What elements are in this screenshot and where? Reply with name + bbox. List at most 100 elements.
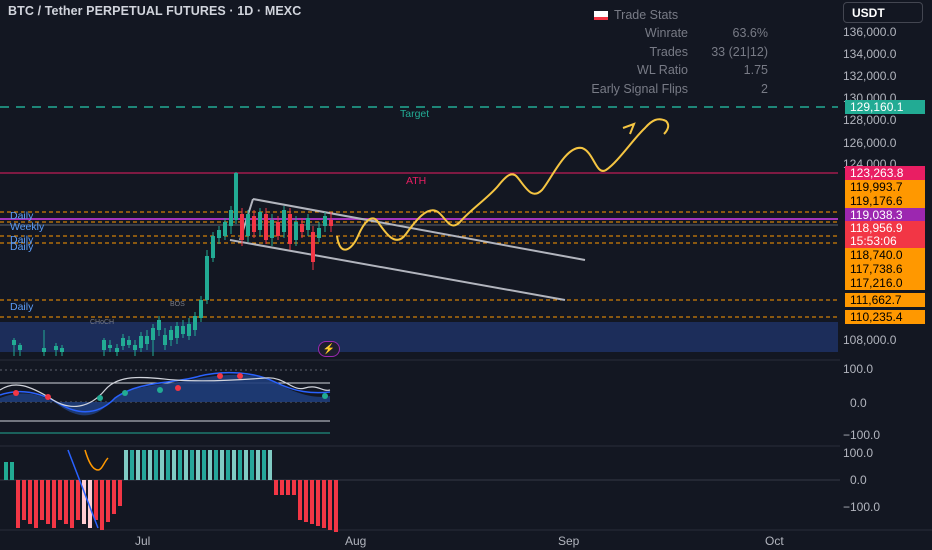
candle-body: [311, 232, 315, 262]
bos-label: BOS: [170, 301, 185, 308]
candle-body: [175, 326, 179, 338]
price-axis-label: 136,000.0: [843, 25, 897, 39]
candle-body: [276, 222, 280, 236]
histogram-bar: [118, 480, 122, 506]
candle-body: [211, 236, 215, 258]
histogram-bar: [214, 450, 218, 480]
candle-body: [329, 220, 333, 226]
daily-level-label: Daily: [10, 210, 34, 222]
projection-path[interactable]: [336, 118, 670, 251]
histogram-bar: [328, 480, 332, 530]
histogram-bar: [130, 450, 134, 480]
histogram-bar: [124, 450, 128, 480]
level-price-tag: 111,662.7: [845, 293, 925, 307]
lightning-icon[interactable]: ⚡: [318, 341, 340, 357]
candle-body: [294, 222, 298, 240]
histogram-bar: [4, 462, 8, 480]
histogram-bar: [136, 450, 140, 480]
price-axis-label: 132,000.0: [843, 69, 897, 83]
stats-value: 63.6%: [732, 26, 768, 41]
momentum-histogram[interactable]: [0, 450, 840, 532]
daily-level-label: Daily: [10, 301, 34, 313]
histogram-bar: [286, 480, 290, 495]
candle-body: [246, 214, 250, 236]
histogram-bar: [88, 480, 92, 528]
histogram-bar: [160, 450, 164, 480]
histogram-bar: [244, 450, 248, 480]
histogram-bar: [298, 480, 302, 520]
histogram-bar: [16, 480, 20, 528]
chart-title: BTC / Tether PERPETUAL FUTURES · 1D · ME…: [8, 4, 302, 18]
candle-body: [270, 220, 274, 238]
candle-body: [60, 348, 64, 352]
candle-body: [169, 330, 173, 340]
histogram-bar: [310, 480, 314, 524]
histogram-trend-line: [67, 449, 99, 529]
stats-label: Winrate: [644, 26, 688, 41]
currency-button[interactable]: USDT: [843, 2, 923, 23]
candle-body: [282, 210, 286, 232]
target-price-tag: 129,160.1: [845, 100, 925, 114]
oscillator-pane[interactable]: [0, 369, 331, 434]
stats-label: Early Signal Flips: [591, 81, 688, 96]
candle-body: [199, 300, 203, 318]
level-price-tag: 119,993.7: [845, 180, 925, 194]
trade-stats-header: Trade Stats: [578, 6, 788, 24]
histogram-bar: [64, 480, 68, 524]
trade-stats-title: Trade Stats: [614, 8, 679, 22]
histogram-bar: [226, 450, 230, 480]
histogram-bar: [142, 450, 146, 480]
candle-body: [18, 345, 22, 350]
histogram-bar: [178, 450, 182, 480]
histogram-bar: [46, 480, 50, 524]
candle-body: [181, 326, 185, 334]
candle-body: [54, 346, 58, 350]
ath-label: ATH: [406, 175, 427, 187]
candle-body: [252, 216, 256, 232]
histogram-signal-line: [84, 449, 109, 471]
level-price-tag: 117,738.6: [845, 262, 925, 276]
candle-body: [223, 222, 227, 236]
candle-body: [317, 228, 321, 238]
oscillator-axis-label: −100.0: [843, 428, 881, 442]
level-price-tag: 118,740.0: [845, 248, 925, 262]
candle-body: [102, 340, 106, 350]
histogram-bar: [322, 480, 326, 528]
price-axis-label: 134,000.0: [843, 47, 897, 61]
candle-body: [145, 336, 149, 344]
daily-level-label: Daily: [10, 234, 34, 246]
price-axis-label: 126,000.0: [843, 136, 897, 150]
candle-body: [288, 214, 292, 244]
candle-body: [133, 345, 137, 350]
histogram-bar: [208, 450, 212, 480]
histogram-bar: [274, 480, 278, 495]
histogram-bar: [238, 450, 242, 480]
level-price-tag: 117,216.0: [845, 276, 925, 290]
daily-level-label: Daily: [10, 241, 34, 253]
histogram-bar: [184, 450, 188, 480]
histogram-bar: [154, 450, 158, 480]
level-price-tag: 119,176.6: [845, 194, 925, 208]
histogram-bar: [22, 480, 26, 520]
candle-body: [127, 340, 131, 345]
histogram-bar: [334, 480, 338, 532]
key-levels: [0, 211, 838, 318]
candle-body: [139, 336, 143, 348]
candle-body: [234, 173, 238, 220]
stats-label: Trades: [649, 44, 688, 59]
candlesticks: [12, 172, 333, 356]
countdown-tag: 15:53:06: [845, 234, 925, 248]
histogram-bar: [196, 450, 200, 480]
stats-row: WL Ratio 1.75: [578, 61, 788, 80]
histogram-bar: [82, 480, 86, 524]
candle-body: [193, 316, 197, 330]
stats-row: Trades 33 (21|12): [578, 43, 788, 62]
histogram-bar: [148, 450, 152, 480]
candle-body: [258, 212, 262, 230]
histogram-bar: [190, 450, 194, 480]
time-axis-label: Sep: [558, 534, 580, 548]
oscillator-axis-label: 0.0: [850, 396, 867, 410]
candle-body: [42, 348, 46, 352]
candle-body: [240, 214, 244, 240]
